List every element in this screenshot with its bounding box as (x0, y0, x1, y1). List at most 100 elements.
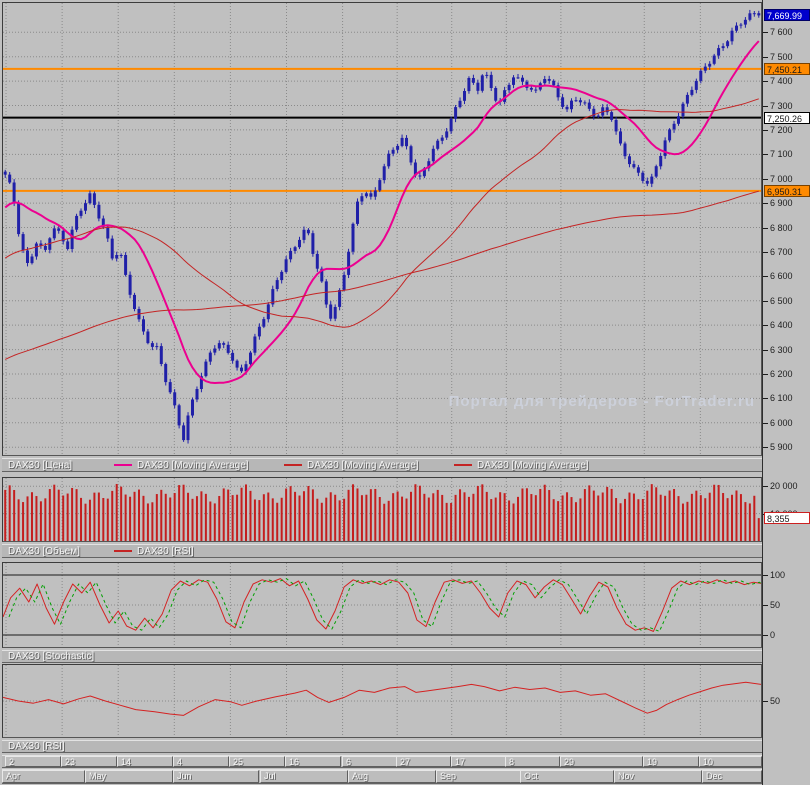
volume-legend-bar: DAX30 [Объем] DAX30 [RSI] (2, 544, 762, 558)
price-legend-item-1[interactable]: DAX30 [Moving Average] (114, 459, 249, 471)
price-legend-bar: DAX30 [Цена] DAX30 [Moving Average] DAX30 … (2, 458, 762, 472)
date-tick-segment: 6 (342, 756, 397, 767)
volume-flag[interactable]: 8,355 (764, 512, 810, 524)
price-axis-column: 7 600 7 500 7 400 7 300 7 200 7 100 7 000 6 900… (762, 0, 810, 785)
date-tick-segment: 29 (560, 756, 643, 767)
price-legend-item-3[interactable]: DAX30 [Moving Average] (454, 459, 589, 471)
y-tick-label: 6 100 (770, 393, 793, 403)
rsi-tick-label: 50 (770, 696, 781, 706)
y-tick-mark (763, 301, 768, 302)
stochastic-label: DAX30 [Stochastic] (8, 651, 95, 662)
y-tick-label: 5 900 (770, 442, 793, 452)
month-segment: Sep (436, 770, 521, 783)
volume-chart[interactable] (2, 477, 762, 542)
y-tick-label: 6 500 (770, 296, 793, 306)
stochastic-tick-label: 100 (770, 570, 786, 580)
price-legend-swatch (454, 464, 472, 466)
month-segment: Apr (2, 770, 85, 783)
month-segment: Jun (173, 770, 259, 783)
y-tick-mark (763, 106, 768, 107)
y-tick-label: 6 900 (770, 198, 793, 208)
y-tick-label: 6 800 (770, 223, 793, 233)
volume-tick-label: 20 000 (770, 481, 798, 491)
y-tick-mark (763, 203, 768, 204)
stochastic-tick-mark (763, 605, 768, 606)
price-legend-label: DAX30 [Moving Average] (137, 459, 249, 471)
y-tick-label: 7 300 (770, 101, 793, 111)
date-tick-segment: 16 (285, 756, 341, 767)
y-tick-label: 6 300 (770, 345, 793, 355)
y-tick-mark (763, 228, 768, 229)
date-tick-segment: 23 (61, 756, 117, 767)
y-tick-mark (763, 179, 768, 180)
y-tick-mark (763, 350, 768, 351)
month-axis: Apr May Jun Jul Aug Sep Oct Nov Dec (2, 769, 762, 784)
y-tick-label: 6 000 (770, 418, 793, 428)
price-legend-label: DAX30 [Цена] (8, 459, 73, 471)
y-tick-label: 6 700 (770, 247, 793, 257)
y-tick-mark (763, 423, 768, 424)
price-legend-item-0[interactable]: DAX30 [Цена] (8, 459, 72, 471)
stochastic-label-bar: DAX30 [Stochastic] (2, 650, 762, 663)
month-segment: Aug (348, 770, 436, 783)
y-tick-mark (763, 398, 768, 399)
date-axis: 2 23 14 4 25 16 6 27 17 8 29 19 10 (2, 755, 762, 768)
volume-legend-label: DAX30 [RSI] (137, 545, 194, 557)
date-tick-segment: 2 (5, 756, 61, 767)
price-chart[interactable]: Портал для трейдеров - ForTrader.ru (2, 2, 762, 456)
stochastic-tick-mark (763, 635, 768, 636)
price-flag[interactable]: 7,669.99 (764, 9, 810, 21)
y-tick-label: 7 500 (770, 52, 793, 62)
y-tick-mark (763, 32, 768, 33)
rsi-label-bar: DAX30 [RSI] (2, 740, 762, 753)
volume-legend-swatch (114, 550, 132, 552)
stochastic-tick-mark (763, 575, 768, 576)
y-tick-mark (763, 325, 768, 326)
y-tick-mark (763, 374, 768, 375)
stochastic-chart[interactable] (2, 562, 762, 648)
volume-legend-item-0[interactable]: DAX30 [Объем] (8, 545, 80, 557)
y-tick-label: 7 600 (770, 27, 793, 37)
y-tick-label: 7 200 (770, 125, 793, 135)
y-tick-label: 7 000 (770, 174, 793, 184)
y-tick-mark (763, 276, 768, 277)
y-tick-mark (763, 57, 768, 58)
y-tick-mark (763, 447, 768, 448)
watermark: Портал для трейдеров - ForTrader.ru (448, 393, 755, 410)
date-tick-segment: 19 (643, 756, 699, 767)
date-tick-segment: 17 (451, 756, 506, 767)
price-legend-label: DAX30 [Moving Average] (477, 459, 589, 471)
date-tick-segment: 14 (117, 756, 173, 767)
month-segment: Jul (260, 770, 348, 783)
rsi-chart-canvas (3, 665, 761, 737)
date-tick-segment: 4 (173, 756, 229, 767)
y-tick-mark (763, 81, 768, 82)
price-flag[interactable]: 7,450.21 (764, 63, 810, 75)
volume-legend-item-1[interactable]: DAX30 [RSI] (114, 545, 194, 557)
y-tick-label: 7 400 (770, 76, 793, 86)
price-flag[interactable]: 6,950.31 (764, 185, 810, 197)
price-chart-canvas (3, 3, 761, 455)
price-legend-label: DAX30 [Moving Average] (307, 459, 419, 471)
y-tick-label: 6 400 (770, 320, 793, 330)
date-tick-segment: 27 (396, 756, 451, 767)
month-segment: Dec (702, 770, 762, 783)
month-segment: May (85, 770, 173, 783)
volume-tick-mark (763, 486, 768, 487)
rsi-chart[interactable] (2, 664, 762, 738)
date-tick-segment: 10 (699, 756, 762, 767)
date-tick-segment: 8 (505, 756, 560, 767)
y-tick-mark (763, 154, 768, 155)
y-tick-label: 6 600 (770, 271, 793, 281)
y-tick-label: 6 200 (770, 369, 793, 379)
price-legend-swatch (114, 464, 132, 466)
price-flag[interactable]: 7,250.26 (764, 112, 810, 124)
price-legend-item-2[interactable]: DAX30 [Moving Average] (284, 459, 419, 471)
y-tick-mark (763, 130, 768, 131)
volume-legend-label: DAX30 [Объем] (8, 545, 80, 557)
rsi-tick-mark (763, 701, 768, 702)
y-tick-mark (763, 252, 768, 253)
month-segment: Nov (614, 770, 702, 783)
rsi-label: DAX30 [RSI] (8, 741, 65, 752)
